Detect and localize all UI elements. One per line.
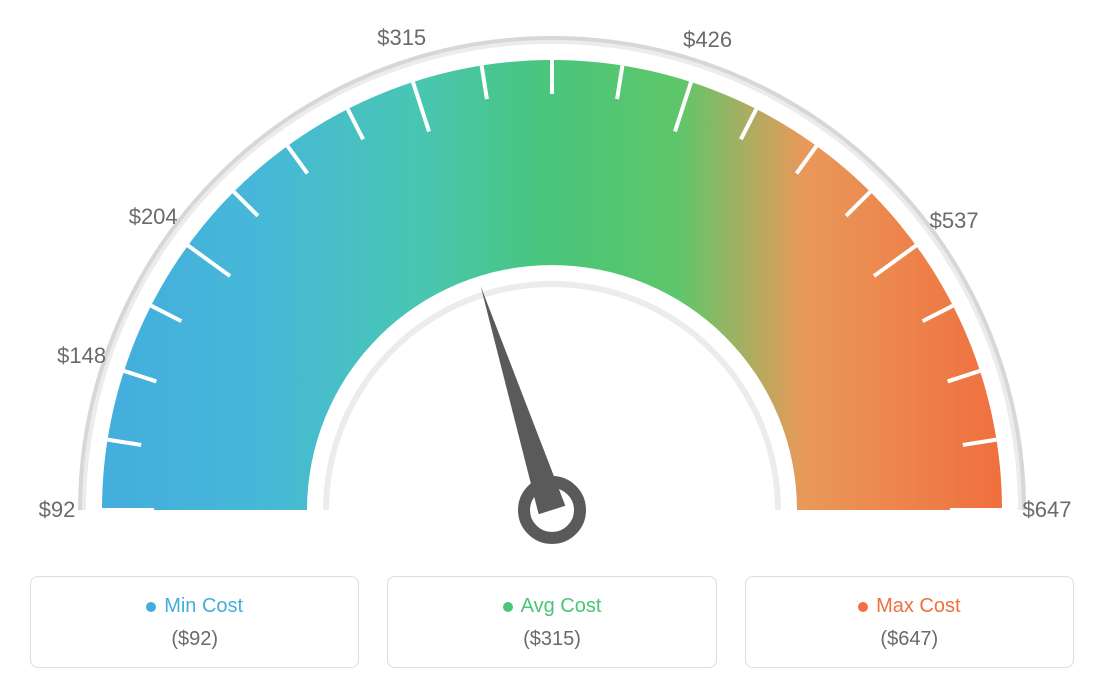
gauge-chart: $92 $148 $204 $315 $426 $537 $647 [0,0,1104,560]
gauge-tick-label: $92 [39,497,76,523]
legend-title: Avg Cost [503,595,602,618]
gauge-svg [0,0,1104,560]
gauge-tick-label: $537 [930,208,979,234]
legend-label-text: Max Cost [876,595,960,618]
legend-dot-icon [503,602,513,612]
legend-dot-icon [858,602,868,612]
legend-value-text: ($315) [398,628,705,651]
legend-value-text: ($647) [756,628,1063,651]
legend-title: Max Cost [858,595,960,618]
legend-title: Min Cost [146,595,243,618]
legend-label-text: Avg Cost [521,595,602,618]
cost-gauge-container: $92 $148 $204 $315 $426 $537 $647 Min Cost ($92… [0,0,1104,690]
legend-dot-icon [146,602,156,612]
gauge-tick-label: $647 [1023,497,1072,523]
legend-label-text: Min Cost [164,595,243,618]
gauge-tick-label: $148 [57,343,106,369]
legend-card-min: Min Cost ($92) [30,576,359,668]
legend-row: Min Cost ($92) Avg Cost ($315) Max Cost ($647… [30,576,1074,668]
legend-card-avg: Avg Cost ($315) [387,576,716,668]
legend-card-max: Max Cost ($647) [745,576,1074,668]
gauge-tick-label: $204 [129,204,178,230]
gauge-tick-label: $315 [377,25,426,51]
legend-value-text: ($92) [41,628,348,651]
gauge-tick-label: $426 [683,27,732,53]
